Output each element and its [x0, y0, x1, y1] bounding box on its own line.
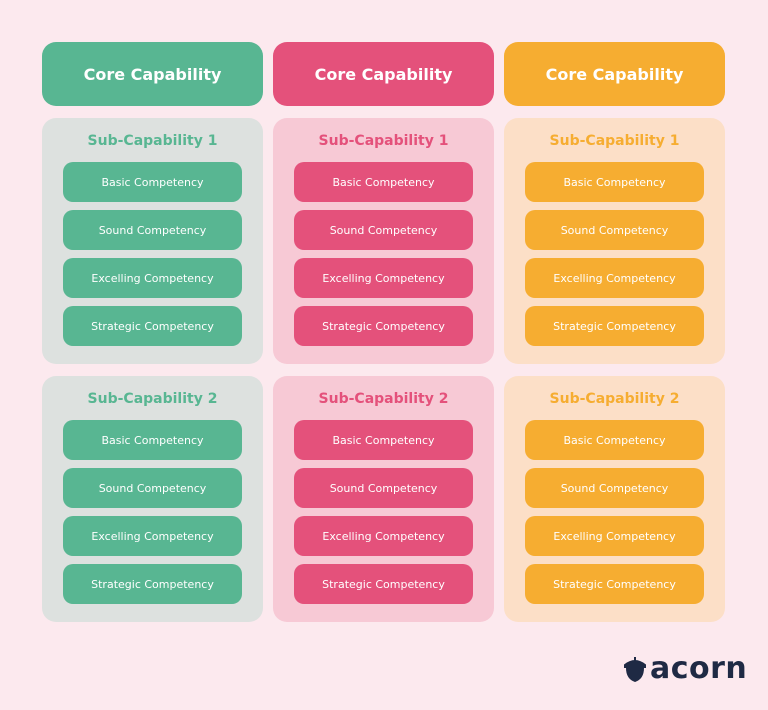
competency: Basic Competency: [63, 162, 242, 202]
competency: Excelling Competency: [63, 258, 242, 298]
competency: Strategic Competency: [63, 564, 242, 604]
core-capability: Core Capability: [42, 42, 263, 106]
sub-capability-title: Sub-Capability 1: [549, 133, 680, 149]
competency: Strategic Competency: [63, 306, 242, 346]
sub-capability-title: Sub-Capability 2: [318, 391, 449, 407]
competency: Basic Competency: [63, 420, 242, 460]
competency: Excelling Competency: [525, 516, 704, 556]
competency: Strategic Competency: [525, 564, 704, 604]
competency: Sound Competency: [63, 210, 242, 250]
core-capability: Core Capability: [273, 42, 494, 106]
competency: Strategic Competency: [294, 306, 473, 346]
competency: Sound Competency: [63, 468, 242, 508]
competency: Strategic Competency: [525, 306, 704, 346]
competency: Basic Competency: [294, 420, 473, 460]
competency: Sound Competency: [525, 210, 704, 250]
sub-capability-title: Sub-Capability 2: [87, 391, 218, 407]
competency: Excelling Competency: [63, 516, 242, 556]
competency: Sound Competency: [525, 468, 704, 508]
competency: Excelling Competency: [525, 258, 704, 298]
sub-capability-title: Sub-Capability 1: [318, 133, 449, 149]
sub-capability-title: Sub-Capability 2: [549, 391, 680, 407]
competency: Sound Competency: [294, 468, 473, 508]
competency: Sound Competency: [294, 210, 473, 250]
competency: Basic Competency: [525, 420, 704, 460]
competency: Excelling Competency: [294, 258, 473, 298]
competency: Basic Competency: [294, 162, 473, 202]
competency: Basic Competency: [525, 162, 704, 202]
sub-capability-title: Sub-Capability 1: [87, 133, 218, 149]
core-capability: Core Capability: [504, 42, 725, 106]
acorn-icon: [624, 657, 646, 682]
competency: Excelling Competency: [294, 516, 473, 556]
competency: Strategic Competency: [294, 564, 473, 604]
logo-text: acorn: [650, 650, 748, 686]
